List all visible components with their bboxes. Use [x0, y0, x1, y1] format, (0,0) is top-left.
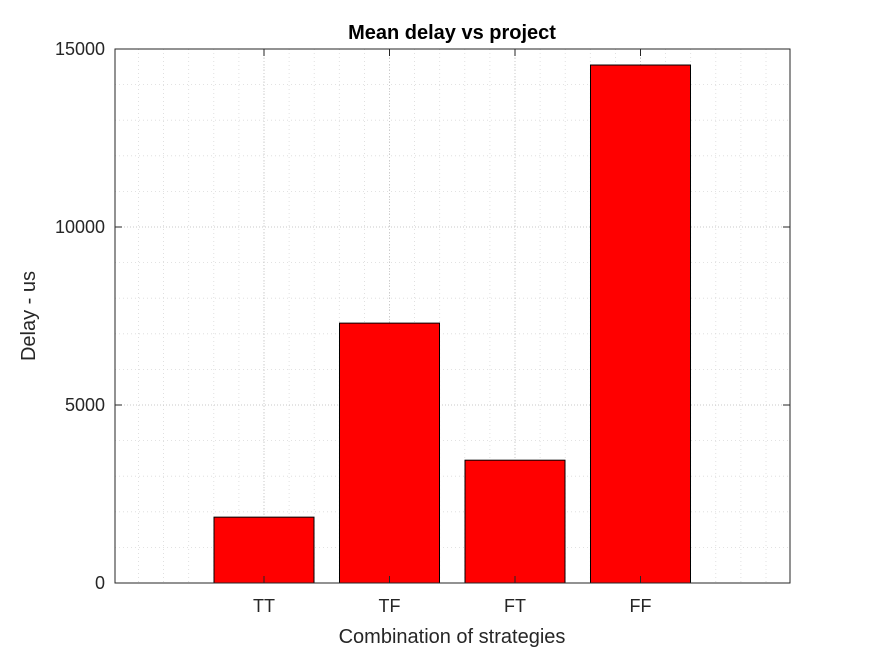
bars: [213, 64, 691, 584]
bar-ft: [464, 459, 566, 584]
y-axis-label: Delay - us: [18, 271, 40, 361]
y-tick-label: 0: [95, 573, 105, 593]
x-tick-labels: TT TF FT FF: [253, 596, 652, 616]
x-tick-label: TT: [253, 596, 275, 616]
x-tick-label: FF: [630, 596, 652, 616]
y-tick-labels: 0 5000 10000 15000: [55, 39, 105, 593]
bar-ff: [590, 64, 691, 584]
x-axis-label: Combination of strategies: [339, 626, 566, 648]
y-tick-label: 15000: [55, 39, 105, 59]
y-tick-label: 10000: [55, 217, 105, 237]
bar-tf: [339, 322, 440, 584]
chart-title: Mean delay vs project: [348, 22, 556, 44]
y-tick-label: 5000: [65, 395, 105, 415]
bar-tt: [213, 516, 315, 584]
x-tick-label: FT: [504, 596, 526, 616]
x-tick-label: TF: [379, 596, 401, 616]
axis-ticks: [115, 48, 790, 584]
plot-frame: [114, 48, 791, 584]
